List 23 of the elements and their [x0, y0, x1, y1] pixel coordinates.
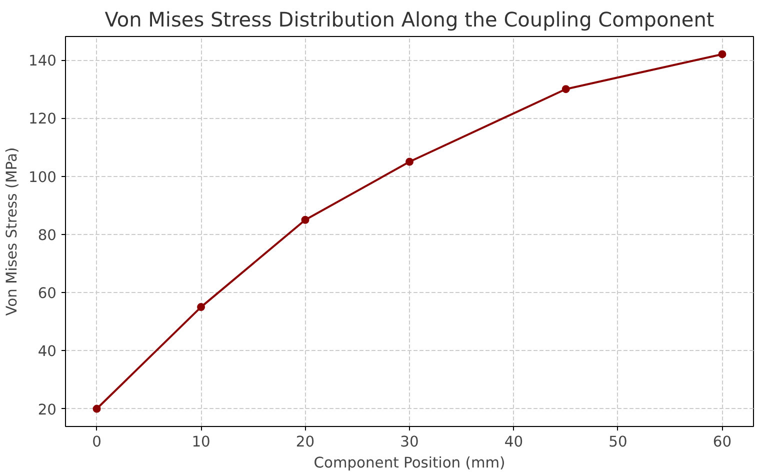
x-tick-label: 20 — [296, 434, 315, 450]
x-tick-label: 50 — [608, 434, 628, 450]
y-tick-label: 60 — [38, 285, 57, 302]
x-tick-label: 10 — [192, 434, 210, 450]
x-tick-label: 60 — [712, 434, 732, 450]
y-tick-label: 100 — [28, 168, 57, 186]
y-axis-title: Von Mises Stress (MPa) — [4, 147, 21, 316]
x-tick-label: 40 — [504, 434, 524, 450]
y-tick-label: 20 — [38, 401, 57, 418]
y-tick-label: 140 — [28, 52, 57, 70]
point — [197, 303, 206, 312]
point — [301, 216, 310, 224]
x-tick-label: 30 — [400, 434, 419, 450]
y-tick-label: 120 — [28, 110, 57, 128]
y-tick-label: 40 — [38, 343, 57, 360]
chart-title: Von Mises Stress Distribution Along the Coupling Component — [104, 8, 714, 32]
x-axis-title: Component Position (mm) — [314, 454, 506, 472]
point — [92, 404, 101, 413]
point — [718, 50, 726, 58]
point — [562, 85, 570, 94]
y-tick-label: 80 — [38, 226, 57, 244]
point — [406, 158, 414, 166]
x-tick-label: 0 — [92, 434, 102, 450]
